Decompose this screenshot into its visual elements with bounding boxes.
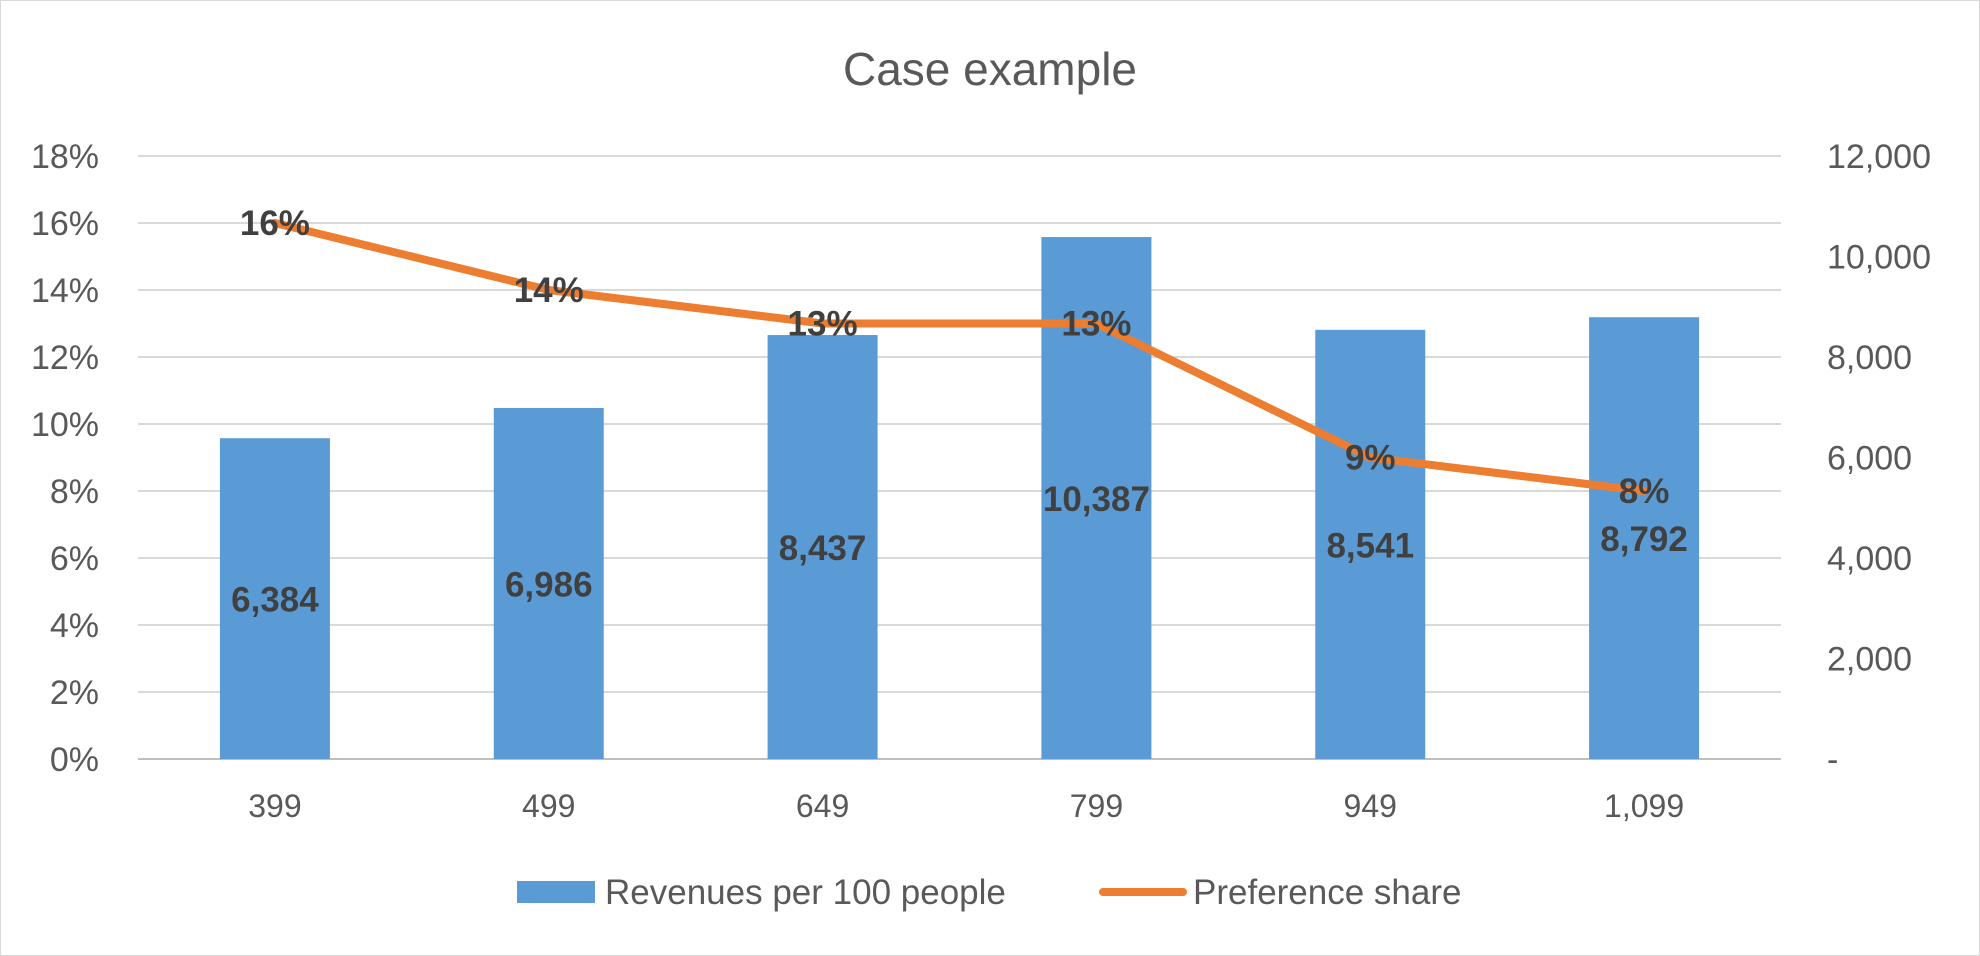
- y-right-tick-label: 4,000: [1827, 540, 1912, 578]
- line-point: [544, 286, 553, 294]
- y-right-tick-label: 6,000: [1827, 440, 1912, 478]
- y-right-tick-label: 2,000: [1827, 641, 1912, 679]
- x-tick-label: 499: [522, 788, 575, 824]
- bar-value-label: 8,792: [1600, 520, 1688, 559]
- bar: [493, 407, 604, 759]
- bar-value-label: 8,541: [1326, 526, 1414, 565]
- x-tick-label: 399: [248, 788, 301, 824]
- line-value-label: 13%: [788, 305, 858, 344]
- y-right-tick-label: 10,000: [1827, 239, 1931, 277]
- x-tick-label: 649: [796, 788, 849, 824]
- bar-value-label: 6,384: [231, 581, 319, 620]
- y-left-tick-label: 18%: [31, 138, 99, 176]
- y-axis-right: - 2,000 4,000 6,000 8,000 10,000 12,000: [1827, 138, 1931, 779]
- y-right-tick-label: 12,000: [1827, 138, 1931, 176]
- y-left-tick-label: 16%: [31, 205, 99, 243]
- y-left-tick-label: 2%: [50, 674, 99, 712]
- line-point: [1092, 319, 1101, 328]
- data-labels: 6,384 6,986 8,437 10,387 8,541 8,792 16% 14% 13%…: [231, 204, 1688, 620]
- x-axis: 399 499 649 799 949 1,099: [248, 788, 1684, 824]
- y-axis-left: 0% 2% 4% 6% 8% 10% 12% 14% 16% 18%: [31, 138, 99, 779]
- y-left-tick-label: 8%: [50, 473, 99, 511]
- preference-share-line: [270, 219, 1649, 495]
- line-value-label: 16%: [240, 204, 310, 243]
- y-right-tick-label: 8,000: [1827, 339, 1912, 377]
- line-value-label: 9%: [1345, 439, 1396, 478]
- bar-value-label: 10,387: [1043, 480, 1150, 519]
- legend: Revenues per 100 people Preference share: [517, 873, 1461, 912]
- y-right-tick-label: -: [1827, 741, 1838, 779]
- legend-swatch-bar: [517, 881, 595, 903]
- line-value-label: 14%: [514, 271, 584, 310]
- y-left-tick-label: 6%: [50, 540, 99, 578]
- bar: [767, 335, 878, 759]
- x-tick-label: 799: [1070, 788, 1123, 824]
- y-left-tick-label: 4%: [50, 607, 99, 645]
- y-left-tick-label: 0%: [50, 741, 99, 779]
- legend-label-revenues: Revenues per 100 people: [605, 873, 1006, 912]
- line-point: [270, 219, 279, 227]
- line-value-label: 8%: [1619, 472, 1670, 511]
- gridlines: [138, 155, 1781, 760]
- y-left-tick-label: 14%: [31, 272, 99, 310]
- line-value-label: 13%: [1061, 305, 1131, 344]
- bar: [1589, 317, 1700, 759]
- line-point: [1366, 453, 1375, 462]
- line-point: [1640, 487, 1649, 495]
- bar: [1315, 329, 1426, 759]
- bar-series: [219, 237, 1700, 760]
- bar-value-label: 6,986: [505, 565, 593, 604]
- y-left-tick-label: 10%: [31, 406, 99, 444]
- line-series: [270, 219, 1649, 495]
- bar-value-label: 8,437: [779, 529, 867, 568]
- x-tick-label: 949: [1344, 788, 1397, 824]
- line-point: [818, 319, 827, 328]
- x-tick-label: 1,099: [1604, 788, 1684, 824]
- y-left-tick-label: 12%: [31, 339, 99, 377]
- chart-title: Case example: [843, 43, 1137, 95]
- legend-label-preference: Preference share: [1193, 873, 1461, 912]
- bar: [219, 438, 330, 759]
